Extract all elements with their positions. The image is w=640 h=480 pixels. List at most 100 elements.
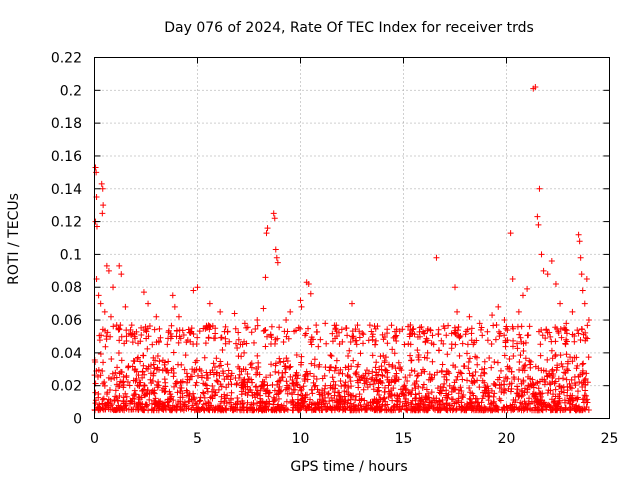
data-point <box>105 400 112 407</box>
data-point <box>395 359 402 366</box>
data-point <box>392 378 399 385</box>
data-point <box>181 399 188 406</box>
data-point <box>305 325 312 332</box>
data-point <box>268 334 275 341</box>
data-point <box>331 367 338 374</box>
data-point <box>221 328 228 335</box>
data-point <box>408 367 415 374</box>
data-point <box>437 406 444 413</box>
data-point <box>467 400 474 407</box>
data-point <box>105 406 112 413</box>
data-point <box>489 312 496 319</box>
data-point <box>465 358 472 365</box>
data-point <box>447 402 454 409</box>
data-point <box>552 280 559 287</box>
data-point <box>582 334 589 341</box>
data-point <box>537 352 544 359</box>
data-point <box>116 337 123 344</box>
data-point <box>140 362 147 369</box>
data-point <box>141 371 148 378</box>
data-point <box>448 330 455 337</box>
data-point <box>579 361 586 368</box>
data-point <box>92 358 99 365</box>
data-point <box>488 387 495 394</box>
data-point <box>313 375 320 382</box>
data-point <box>390 385 397 392</box>
data-point <box>455 323 462 330</box>
data-point <box>342 406 349 413</box>
data-point <box>174 389 181 396</box>
data-point <box>239 398 246 405</box>
data-point <box>315 343 322 350</box>
data-point <box>331 389 338 396</box>
y-tick-label: 0.18 <box>51 116 82 132</box>
data-point <box>345 363 352 370</box>
data-point <box>130 392 137 399</box>
data-point <box>463 350 470 357</box>
data-point <box>415 372 422 379</box>
data-point <box>308 401 315 408</box>
data-point <box>239 382 246 389</box>
data-point <box>103 336 110 343</box>
data-point <box>381 389 388 396</box>
data-point <box>150 397 157 404</box>
data-point <box>278 387 285 394</box>
data-point <box>126 382 133 389</box>
data-point <box>578 380 585 387</box>
data-point <box>380 394 387 401</box>
data-point <box>234 344 241 351</box>
data-point <box>214 378 221 385</box>
data-point <box>534 213 541 220</box>
data-point <box>582 337 589 344</box>
data-point <box>415 383 422 390</box>
data-point <box>139 388 146 395</box>
data-point <box>110 323 117 330</box>
data-point <box>153 313 160 320</box>
plot-frame <box>94 57 610 419</box>
data-point <box>478 366 485 373</box>
data-point <box>281 363 288 370</box>
data-point <box>404 377 411 384</box>
data-point <box>424 349 431 356</box>
data-point <box>309 390 316 397</box>
data-point <box>278 374 285 381</box>
data-point <box>283 317 290 324</box>
data-point <box>133 328 140 335</box>
data-point <box>393 370 400 377</box>
data-point <box>376 366 383 373</box>
data-point <box>408 357 415 364</box>
data-point <box>504 337 511 344</box>
data-point <box>311 400 318 407</box>
data-point <box>573 354 580 361</box>
data-point <box>184 373 191 380</box>
data-point <box>423 335 430 342</box>
data-point <box>207 369 214 376</box>
data-point <box>424 395 431 402</box>
data-point <box>285 384 292 391</box>
data-point <box>342 379 349 386</box>
data-point <box>443 387 450 394</box>
data-point <box>410 325 417 332</box>
data-point <box>427 326 434 333</box>
data-point <box>568 385 575 392</box>
data-point <box>139 368 146 375</box>
data-point <box>561 369 568 376</box>
data-point <box>243 407 250 414</box>
data-point <box>123 333 130 340</box>
data-point <box>488 340 495 347</box>
data-point <box>485 393 492 400</box>
data-point <box>389 346 396 353</box>
data-point <box>514 386 521 393</box>
data-point <box>456 333 463 340</box>
data-point <box>453 407 460 414</box>
data-point <box>560 389 567 396</box>
data-point <box>546 402 553 409</box>
data-point <box>392 377 399 384</box>
data-point <box>103 262 110 269</box>
data-point <box>403 402 410 409</box>
data-point <box>244 399 251 406</box>
data-point <box>112 369 119 376</box>
data-point <box>519 388 526 395</box>
data-point <box>246 386 253 393</box>
data-point <box>368 376 375 383</box>
